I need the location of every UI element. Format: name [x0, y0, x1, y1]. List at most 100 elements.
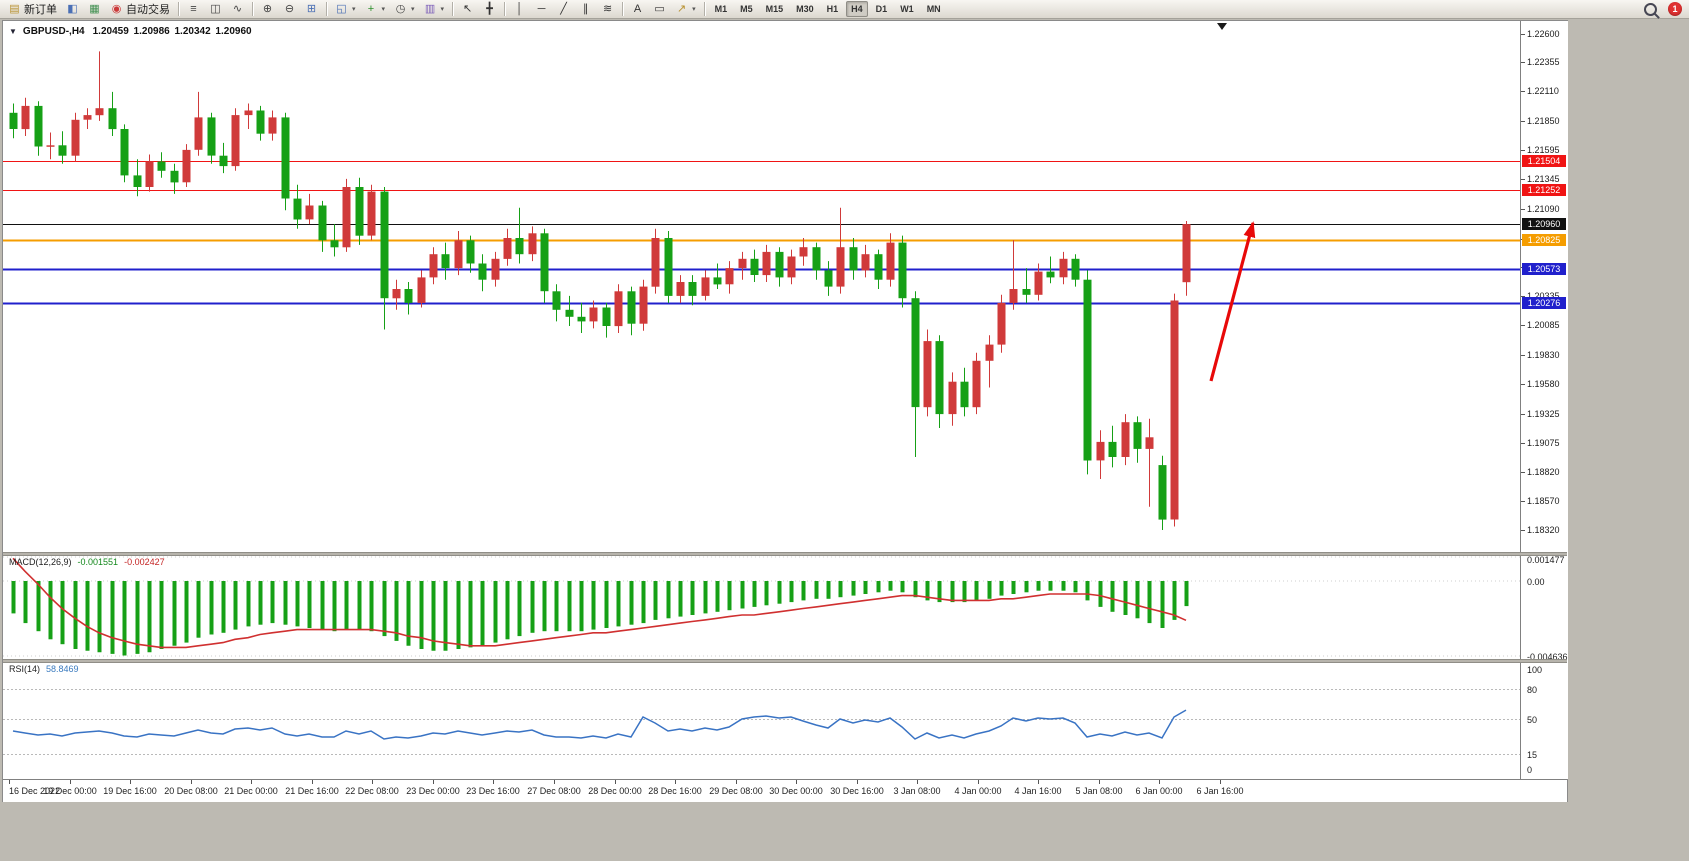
time-axis-label: 30 Dec 16:00 — [830, 786, 884, 796]
macd-label: MACD(12,26,9) -0.001551 -0.002427 — [9, 557, 165, 567]
macd-axis-label: 0.00 — [1527, 577, 1545, 587]
price-axis-label: 1.21595 — [1527, 145, 1560, 155]
vertical-line-button[interactable]: │ — [509, 0, 530, 19]
candle-body — [701, 277, 710, 296]
candle-body — [21, 105, 30, 130]
toolbar-separator — [703, 2, 705, 16]
periods-dropdown[interactable]: ▾ — [411, 6, 415, 13]
new-order-button[interactable]: ▤ 新订单 — [4, 0, 61, 19]
time-axis-label: 22 Dec 08:00 — [345, 786, 399, 796]
price-chart-pane[interactable] — [3, 21, 1520, 554]
time-axis-tick — [615, 780, 616, 784]
price-axis-tick — [1521, 91, 1525, 92]
price-axis-tick — [1521, 62, 1525, 63]
candle-body — [330, 240, 339, 248]
text-button[interactable]: A — [627, 0, 648, 19]
vertical-line-icon: │ — [516, 2, 523, 15]
candle-body — [145, 161, 154, 187]
time-axis-label: 19 Dec 00:00 — [43, 786, 97, 796]
indicators-dropdown[interactable]: ▾ — [381, 6, 386, 13]
candle-body — [95, 108, 104, 116]
timeframe-mn-button[interactable]: MN — [926, 4, 941, 14]
price-scale[interactable]: 1.22600 1.22355 1.22110 1.21850 1.21595 1.213… — [1520, 21, 1568, 779]
candle-body — [380, 191, 389, 299]
horizontal-line-icon: ─ — [537, 2, 546, 15]
candle-body — [565, 309, 574, 317]
arrange-windows-button[interactable]: ◱ ▾ — [331, 0, 360, 19]
macd-signal-line — [12, 557, 1187, 649]
candle-body — [762, 251, 771, 276]
auto-trading-label: 自动交易 — [126, 4, 170, 16]
horizontal-line-button[interactable]: ─ — [531, 0, 552, 19]
zoom-out-button[interactable]: ⊖ — [279, 0, 300, 19]
timeframe-m30-button[interactable]: M30 — [796, 4, 814, 14]
arrows-button[interactable]: ↗ ▾ — [671, 0, 700, 19]
rsi-pane-splitter[interactable] — [3, 659, 1567, 663]
candle-body — [911, 298, 920, 408]
trend-arrow — [1209, 221, 1256, 382]
search-button[interactable] — [1640, 0, 1661, 19]
equidistant-channel-button[interactable]: ∥ — [575, 0, 596, 19]
line-chart-mode-button[interactable]: ∿ — [227, 0, 248, 19]
time-axis-tick — [312, 780, 313, 784]
candle-body — [577, 316, 586, 322]
bar-chart-mode-button[interactable]: ≡ — [183, 0, 204, 19]
price-axis-label: 1.19830 — [1527, 350, 1560, 360]
time-axis-tick — [372, 780, 373, 784]
time-axis[interactable]: 16 Dec 2022 19 Dec 00:00 19 Dec 16:00 20 De… — [3, 779, 1567, 802]
trendline-button[interactable]: ╱ — [553, 0, 574, 19]
timeframe-d1-button[interactable]: D1 — [875, 4, 888, 14]
one-click-trading-toggle[interactable]: ▼ — [9, 27, 17, 36]
timeframe-h1-button[interactable]: H1 — [826, 4, 839, 14]
macd-pane[interactable] — [3, 554, 1520, 661]
rsi-pane[interactable] — [3, 661, 1520, 779]
arrows-dropdown[interactable]: ▾ — [692, 6, 696, 13]
timeframe-m5-button[interactable]: M5 — [740, 4, 753, 14]
cursor-button[interactable]: ↖ — [457, 0, 478, 19]
zoom-in-button[interactable]: ⊕ — [257, 0, 278, 19]
price-axis-tick — [1521, 443, 1525, 444]
timeframe-h4-button[interactable]: H4 — [846, 1, 868, 17]
profiles-button[interactable]: ▦ — [84, 0, 105, 19]
fibonacci-button[interactable]: ≋ — [597, 0, 618, 19]
templates-button[interactable]: ▥ ▾ — [420, 0, 449, 19]
templates-dropdown[interactable]: ▾ — [440, 6, 445, 13]
candle-body — [960, 381, 969, 408]
time-axis-label: 21 Dec 16:00 — [285, 786, 339, 796]
candle-body — [194, 117, 203, 150]
macd-pane-splitter[interactable] — [3, 552, 1567, 556]
time-axis-tick — [736, 780, 737, 784]
crosshair-button[interactable]: ╋ — [479, 0, 500, 19]
tile-windows-button[interactable]: ⊞ — [301, 0, 322, 19]
candle-body — [614, 291, 623, 327]
candle-body — [441, 254, 450, 269]
periods-button[interactable]: ◷ ▾ — [390, 0, 419, 19]
rsi-axis-label: 0 — [1527, 765, 1533, 775]
arrange-windows-dropdown[interactable]: ▾ — [352, 6, 356, 13]
candle-body — [664, 238, 673, 296]
candle-body — [1133, 422, 1142, 449]
trendline-icon: ╱ — [560, 2, 567, 15]
price-axis-tick — [1521, 209, 1525, 210]
candle-body — [1009, 289, 1018, 303]
text-icon: A — [633, 2, 642, 15]
templates-icon: ▥ — [424, 2, 436, 15]
auto-trading-button[interactable]: ◉ 自动交易 — [106, 0, 174, 19]
time-axis-tick — [857, 780, 858, 784]
timeframe-m15-button[interactable]: M15 — [765, 4, 784, 14]
notification-badge[interactable]: 1 — [1668, 2, 1682, 16]
time-axis-label: 23 Dec 00:00 — [406, 786, 460, 796]
new-chart-button[interactable]: ◧ — [62, 0, 83, 19]
price-tag: 1.20276 — [1522, 297, 1566, 309]
text-label-button[interactable]: ▭ — [649, 0, 670, 19]
timeframe-w1-button[interactable]: W1 — [900, 4, 914, 14]
fibonacci-icon: ≋ — [602, 2, 613, 15]
price-axis-tick — [1521, 34, 1525, 35]
new-order-icon: ▤ — [9, 2, 20, 15]
candlestick-mode-button[interactable]: ◫ — [205, 0, 226, 19]
candle-body — [1121, 422, 1130, 457]
timeframe-m1-button[interactable]: M1 — [714, 4, 728, 14]
candle-body — [540, 233, 549, 292]
indicators-button[interactable]: + ▾ — [361, 0, 390, 19]
time-axis-label: 30 Dec 00:00 — [769, 786, 823, 796]
